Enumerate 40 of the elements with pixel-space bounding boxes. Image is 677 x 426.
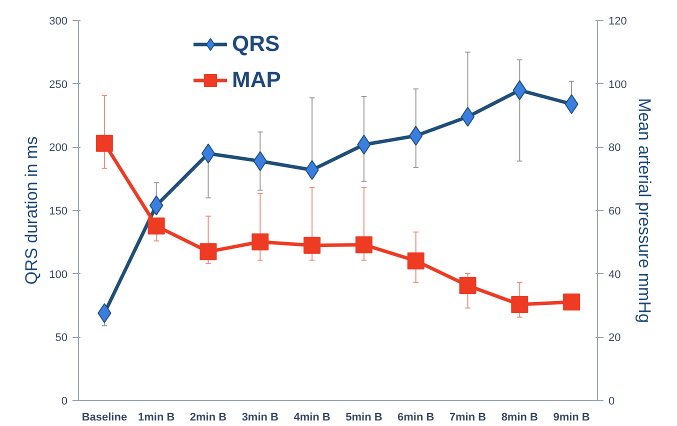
y2-tick-label: 100 [608,78,627,91]
point [459,277,476,294]
point [355,236,372,254]
y2-tick-label: 80 [608,142,621,154]
point [407,252,424,270]
point [511,296,528,314]
y2-tick-label: 120 [608,16,627,28]
y-tick-label: 150 [49,206,68,218]
legend-label: QRS [232,31,280,57]
y-axis-title: QRS duration in ms [22,136,42,285]
point [563,294,580,311]
y2-tick-label: 0 [608,396,615,408]
x-tick-label: 1min B [138,412,175,424]
y2-axis-title: Mean arterial pressure mmHg [634,98,654,323]
x-tick-label: 5min B [346,412,382,424]
y2-tick-label: 60 [608,206,621,218]
x-tick-label: 9min B [553,412,590,424]
point [96,134,113,152]
y-tick-label: 250 [49,78,68,91]
point [148,218,165,235]
y-tick-label: 50 [55,332,68,344]
x-tick-label: Baseline [82,412,128,424]
point [200,243,217,260]
y-tick-label: 100 [49,268,68,281]
y-tick-label: 0 [61,396,68,408]
x-tick-label: 8min B [501,412,538,424]
x-tick-label: 3min B [242,412,279,424]
point [201,144,216,164]
y-tick-label: 300 [49,16,68,28]
y2-tick-label: 40 [608,268,621,281]
legend-label: MAP [232,67,281,93]
y2-tick-label: 20 [608,332,621,344]
x-tick-label: 4min B [294,412,330,424]
point [304,236,321,254]
point [460,106,475,127]
x-tick-label: 6min B [398,412,434,424]
x-tick-label: 7min B [449,412,486,424]
point [252,233,269,250]
y-tick-label: 200 [49,142,68,154]
x-tick-label: 2min B [190,412,227,424]
